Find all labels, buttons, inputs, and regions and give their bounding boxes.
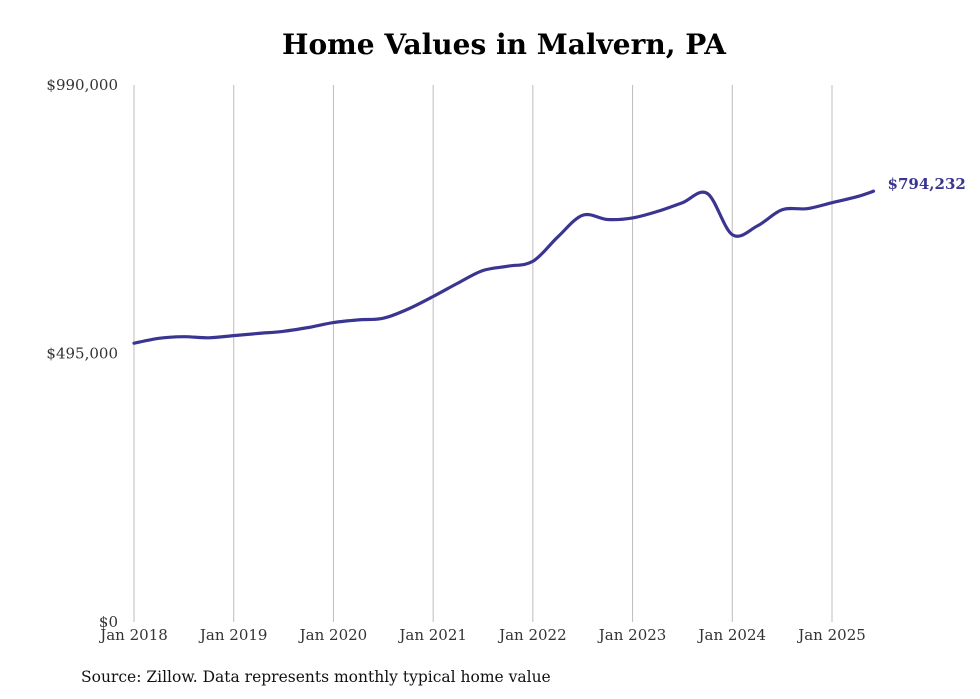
- source-note: Source: Zillow. Data represents monthly …: [81, 668, 551, 686]
- end-value-label: $794,232: [888, 175, 966, 193]
- x-tick-label: Jan 2025: [796, 626, 866, 644]
- gridlines: [133, 85, 833, 622]
- y-axis: $0 $495,000 $990,000: [46, 76, 118, 631]
- y-tick-label: $0: [99, 613, 118, 631]
- x-tick-label: Jan 2022: [497, 626, 567, 644]
- x-tick-label: Jan 2018: [98, 626, 168, 644]
- y-tick-label: $495,000: [46, 345, 118, 363]
- x-tick-label: Jan 2019: [198, 626, 268, 644]
- x-tick-label: Jan 2023: [597, 626, 667, 644]
- x-tick-label: Jan 2020: [298, 626, 368, 644]
- y-tick-label: $990,000: [46, 76, 118, 94]
- series-line: [132, 189, 876, 345]
- x-tick-label: Jan 2024: [697, 626, 767, 644]
- x-axis: Jan 2018 Jan 2019 Jan 2020 Jan 2021 Jan 2022…: [98, 626, 866, 644]
- x-tick-label: Jan 2021: [397, 626, 467, 644]
- chart-title: Home Values in Malvern, PA: [282, 28, 726, 61]
